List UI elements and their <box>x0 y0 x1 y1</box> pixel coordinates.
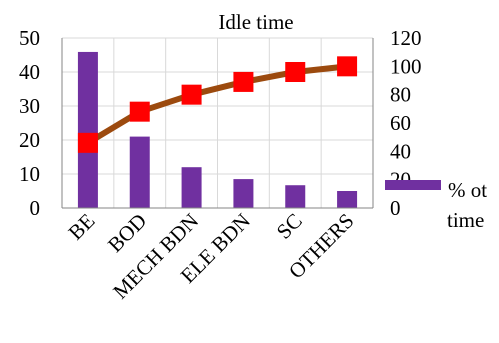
y-tick-label-right: 40 <box>390 139 411 163</box>
y-tick-label-right: 0 <box>390 196 401 220</box>
gridlines <box>62 38 373 208</box>
y-tick-label-right: 60 <box>390 111 411 135</box>
y-tick-label-left: 50 <box>19 26 40 50</box>
legend-label-line1: % ot <box>448 178 487 202</box>
y-tick-label-left: 40 <box>19 60 40 84</box>
bar <box>130 137 150 208</box>
bar <box>337 191 357 208</box>
bar <box>285 185 305 208</box>
line-marker <box>78 133 98 153</box>
y-tick-label-left: 20 <box>19 128 40 152</box>
line-marker <box>285 62 305 82</box>
y-tick-label-right: 100 <box>390 54 422 78</box>
y-tick-label-left: 10 <box>19 162 40 186</box>
line-marker <box>130 102 150 122</box>
y-tick-label-left: 0 <box>30 196 41 220</box>
x-tick-label: SC <box>272 209 307 244</box>
line-marker <box>233 72 253 92</box>
bar <box>182 167 202 208</box>
legend-swatch <box>385 180 441 190</box>
chart-title: Idle time <box>218 10 293 34</box>
legend-label-line2: time <box>447 208 484 232</box>
line-marker <box>337 56 357 76</box>
line-marker <box>182 85 202 105</box>
y-tick-label-right: 120 <box>390 26 422 50</box>
y-tick-label-left: 30 <box>19 94 40 118</box>
bar <box>78 52 98 208</box>
bar <box>233 179 253 208</box>
x-tick-label: BE <box>64 209 100 245</box>
y-tick-label-right: 80 <box>390 83 411 107</box>
